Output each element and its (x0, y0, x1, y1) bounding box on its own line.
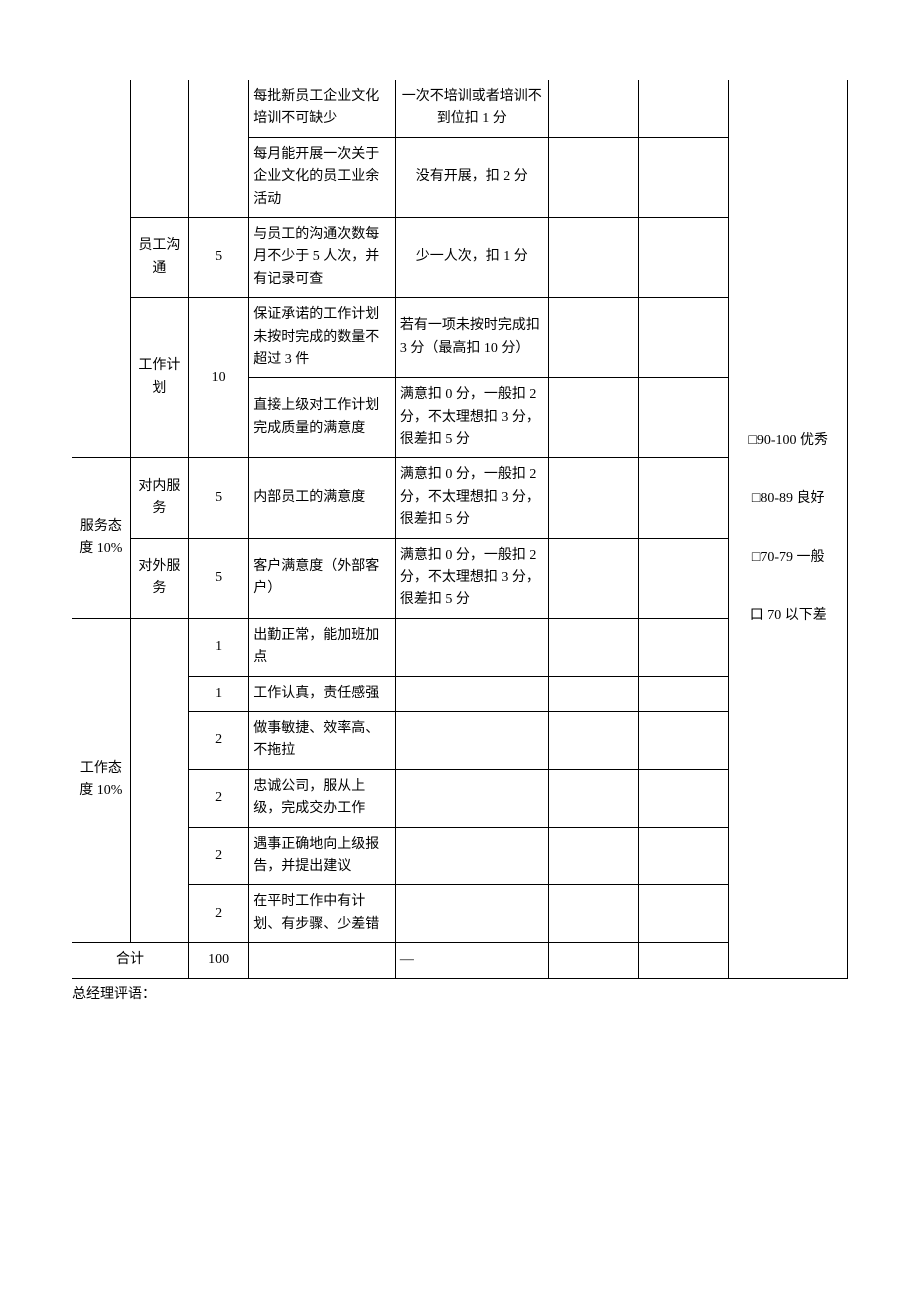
score-cell (639, 885, 729, 943)
criterion-cell: 工作认真，责任感强 (249, 676, 396, 711)
criterion-cell: 保证承诺的工作计划未按时完成的数量不超过 3 件 (249, 298, 396, 378)
score-cell (548, 827, 638, 885)
standard-cell: 若有一项未按时完成扣 3 分（最高扣 10 分） (395, 298, 548, 378)
standard-cell: 一次不培训或者培训不到位扣 1 分 (395, 80, 548, 137)
category-cell: 服务态度 10% (72, 458, 130, 618)
criterion-cell: 忠诚公司，服从上级，完成交办工作 (249, 769, 396, 827)
criterion-cell: 客户满意度（外部客户） (249, 538, 396, 618)
standard-cell (395, 676, 548, 711)
criterion-cell: 在平时工作中有计划、有步骤、少差错 (249, 885, 396, 943)
score-cell (548, 378, 638, 458)
criterion-cell: 每批新员工企业文化培训不可缺少 (249, 80, 396, 137)
score-cell (548, 80, 638, 137)
score-cell (639, 711, 729, 769)
weight-cell (189, 80, 249, 217)
weight-cell: 10 (189, 298, 249, 458)
standard-cell: 满意扣 0 分，一般扣 2 分，不太理想扣 3 分，很差扣 5 分 (395, 458, 548, 538)
standard-cell: 少一人次，扣 1 分 (395, 217, 548, 297)
rating-option: 口 70 以下差 (733, 605, 843, 627)
category-cell: 工作态度 10% (72, 618, 130, 942)
criterion-cell: 出勤正常，能加班加点 (249, 618, 396, 676)
weight-cell: 2 (189, 885, 249, 943)
standard-cell (395, 711, 548, 769)
standard-cell: 满意扣 0 分，一般扣 2 分，不太理想扣 3 分，很差扣 5 分 (395, 538, 548, 618)
rating-option: □70-79 一般 (733, 547, 843, 569)
score-cell (639, 458, 729, 538)
weight-cell: 1 (189, 676, 249, 711)
total-weight: 100 (189, 943, 249, 978)
score-cell (548, 217, 638, 297)
subcategory-cell: 工作计划 (130, 298, 188, 458)
score-cell (548, 711, 638, 769)
weight-cell: 5 (189, 538, 249, 618)
weight-cell: 2 (189, 827, 249, 885)
subcategory-cell: 对内服务 (130, 458, 188, 538)
standard-cell (395, 769, 548, 827)
standard-cell (395, 827, 548, 885)
score-cell (548, 676, 638, 711)
score-cell (639, 769, 729, 827)
standard-cell (395, 885, 548, 943)
score-cell (639, 676, 729, 711)
weight-cell: 1 (189, 618, 249, 676)
standard-cell: 满意扣 0 分，一般扣 2 分，不太理想扣 3 分，很差扣 5 分 (395, 378, 548, 458)
standard-cell: 没有开展，扣 2 分 (395, 137, 548, 217)
score-cell (548, 618, 638, 676)
criterion-cell: 直接上级对工作计划完成质量的满意度 (249, 378, 396, 458)
subcategory-cell: 员工沟通 (130, 217, 188, 297)
score-cell (639, 298, 729, 378)
score-cell (548, 137, 638, 217)
score-cell (548, 885, 638, 943)
category-cell (72, 80, 130, 458)
criterion-cell: 做事敏捷、效率高、不拖拉 (249, 711, 396, 769)
general-manager-comment-label: 总经理评语： (72, 983, 848, 1003)
criterion-cell: 每月能开展一次关于企业文化的员工业余活动 (249, 137, 396, 217)
score-cell (639, 80, 729, 137)
score-cell (639, 827, 729, 885)
score-cell (639, 618, 729, 676)
score-cell (548, 298, 638, 378)
weight-cell: 2 (189, 769, 249, 827)
weight-cell: 5 (189, 458, 249, 538)
evaluation-table: 每批新员工企业文化培训不可缺少 一次不培训或者培训不到位扣 1 分 □90-10… (72, 80, 848, 979)
score-cell (548, 538, 638, 618)
score-cell (639, 217, 729, 297)
subcategory-cell: 对外服务 (130, 538, 188, 618)
standard-cell: — (395, 943, 548, 978)
table-row: 每批新员工企业文化培训不可缺少 一次不培训或者培训不到位扣 1 分 □90-10… (72, 80, 848, 137)
criterion-cell: 遇事正确地向上级报告，并提出建议 (249, 827, 396, 885)
criterion-cell: 内部员工的满意度 (249, 458, 396, 538)
score-cell (548, 769, 638, 827)
total-label: 合计 (72, 943, 189, 978)
weight-cell: 2 (189, 711, 249, 769)
criterion-cell: 与员工的沟通次数每月不少于 5 人次，并有记录可查 (249, 217, 396, 297)
score-cell (639, 943, 729, 978)
criterion-cell (249, 943, 396, 978)
weight-cell: 5 (189, 217, 249, 297)
score-cell (548, 943, 638, 978)
rating-option: □90-100 优秀 (733, 430, 843, 452)
subcategory-cell (130, 618, 188, 942)
score-cell (639, 137, 729, 217)
standard-cell (395, 618, 548, 676)
score-cell (639, 538, 729, 618)
rating-option: □80-89 良好 (733, 488, 843, 510)
score-cell (639, 378, 729, 458)
subcategory-cell (130, 80, 188, 217)
rating-cell: □90-100 优秀 □80-89 良好 □70-79 一般 口 70 以下差 (729, 80, 848, 978)
score-cell (548, 458, 638, 538)
